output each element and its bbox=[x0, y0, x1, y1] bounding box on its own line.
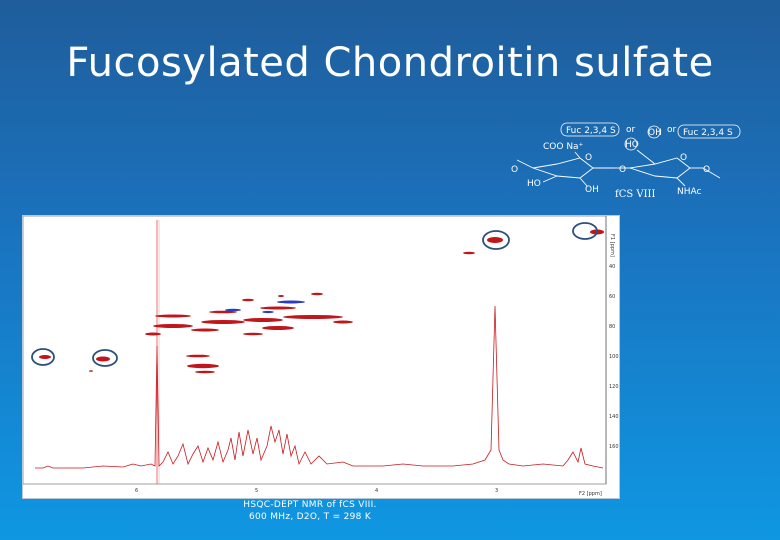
or-right-label: or bbox=[667, 125, 677, 135]
caption-line-1: HSQC-DEPT NMR of fCS VIII. bbox=[243, 500, 377, 510]
peak bbox=[186, 354, 210, 358]
f1-tick: 120 bbox=[609, 384, 619, 390]
peak bbox=[153, 324, 193, 328]
f1-tick: 40 bbox=[609, 264, 615, 270]
peak bbox=[96, 356, 110, 362]
ring-o1: O bbox=[585, 153, 592, 163]
peak bbox=[260, 306, 296, 310]
peak bbox=[243, 332, 263, 336]
peak bbox=[89, 370, 93, 372]
f2-tick: 5 bbox=[255, 488, 258, 494]
or-left-label: or bbox=[626, 125, 636, 135]
peak bbox=[201, 320, 245, 324]
peak bbox=[463, 251, 475, 255]
peak bbox=[225, 308, 241, 312]
nmr-spectrum-panel: 40 60 80 100 120 140 160 F1 [ppm] 6 5 4 … bbox=[22, 215, 620, 499]
peak bbox=[187, 363, 219, 369]
caption-line-2: 600 MHz, D2O, T = 298 K bbox=[248, 512, 372, 522]
ring-o3: O bbox=[511, 165, 518, 175]
f2-tick: 3 bbox=[495, 488, 498, 494]
oh-bottom-label: OH bbox=[585, 185, 599, 195]
peak bbox=[195, 370, 215, 374]
peak bbox=[155, 314, 191, 318]
f1-tick: 100 bbox=[609, 354, 619, 360]
peak bbox=[487, 237, 503, 243]
peak bbox=[262, 310, 274, 314]
highlight-circle bbox=[482, 230, 510, 250]
ho-bottom-label: HO bbox=[527, 179, 541, 189]
oh-top-circle bbox=[647, 125, 661, 139]
plot-frame bbox=[22, 215, 607, 485]
hsqc-spectrum: 40 60 80 100 120 140 160 F1 [ppm] 6 5 4 … bbox=[22, 215, 619, 497]
peak bbox=[243, 318, 283, 322]
ho-top-label: HO bbox=[625, 140, 639, 150]
link-o2: O bbox=[703, 165, 710, 175]
f2-axis-label: F2 [ppm] bbox=[579, 491, 602, 497]
positive-peaks bbox=[39, 229, 604, 374]
peak bbox=[262, 326, 294, 330]
peak bbox=[209, 310, 237, 314]
negative-peaks bbox=[225, 300, 305, 314]
peak bbox=[333, 320, 353, 324]
ring-2 bbox=[615, 149, 721, 187]
f2-tick: 4 bbox=[375, 488, 378, 494]
fuc-left-box bbox=[560, 122, 620, 137]
compound-label: fCS VIII bbox=[615, 189, 656, 200]
oh-top-label: OH bbox=[648, 128, 662, 138]
fuc-left-label: Fuc 2,3,4 S bbox=[566, 126, 616, 136]
f2-tick: 6 bbox=[135, 488, 138, 494]
highlight-circle bbox=[92, 349, 118, 367]
f1-tick: 160 bbox=[609, 444, 619, 450]
ho-top-circle bbox=[624, 137, 638, 151]
spectrum-caption: HSQC-DEPT NMR of fCS VIII. 600 MHz, D2O,… bbox=[200, 499, 420, 523]
fuc-right-label: Fuc 2,3,4 S bbox=[683, 128, 733, 138]
fuc-right-box bbox=[677, 124, 741, 139]
slide-title: Fucosylated Chondroitin sulfate bbox=[66, 40, 714, 86]
f2-axis: 6 5 4 3 F2 [ppm] bbox=[135, 488, 602, 497]
highlight-circles bbox=[31, 222, 598, 367]
coo-label: COO Na⁺ bbox=[543, 142, 584, 152]
peak bbox=[278, 295, 284, 297]
f1-axis: 40 60 80 100 120 140 160 F1 [ppm] bbox=[605, 216, 619, 484]
peak bbox=[277, 300, 305, 304]
f1-tick: 140 bbox=[609, 414, 619, 420]
link-o1: O bbox=[619, 165, 626, 175]
f1-axis-label: F1 [ppm] bbox=[609, 234, 615, 257]
peak bbox=[145, 332, 161, 336]
highlight-circle bbox=[572, 222, 598, 240]
peak bbox=[283, 315, 343, 319]
peak bbox=[191, 328, 219, 332]
highlight-circle bbox=[31, 348, 55, 366]
peak bbox=[39, 355, 51, 359]
f1-tick: 80 bbox=[609, 324, 615, 330]
ring-o2: O bbox=[680, 153, 687, 163]
f1-tick: 60 bbox=[609, 294, 615, 300]
projection-trace bbox=[35, 305, 604, 469]
peak bbox=[311, 292, 323, 296]
peak bbox=[242, 298, 254, 302]
chemical-structure: Fuc 2,3,4 S or OH or Fuc 2,3,4 S HO COO … bbox=[511, 122, 741, 200]
ring-1 bbox=[516, 151, 615, 187]
nhac-label: NHAc bbox=[677, 187, 701, 197]
